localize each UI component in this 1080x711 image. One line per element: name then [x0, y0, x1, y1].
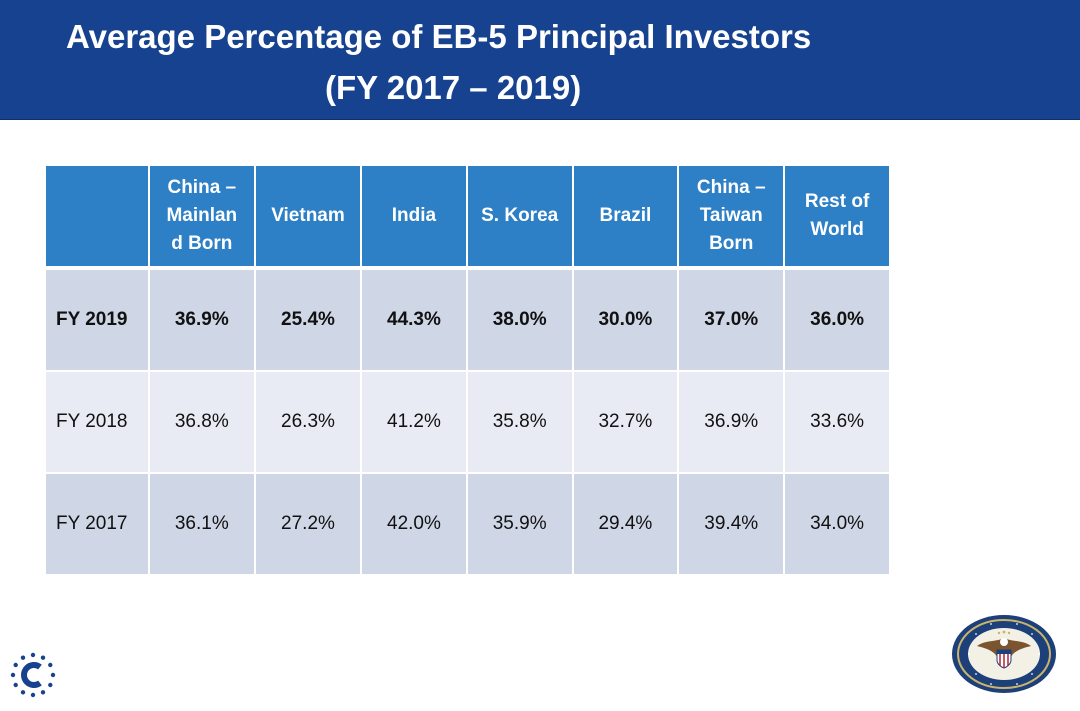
cell-value: 33.6%: [785, 370, 889, 472]
row-label: FY 2019: [46, 270, 150, 370]
cell-value: 26.3%: [255, 370, 363, 472]
table-header-row: China – Mainlan d Born Vietnam India S. …: [46, 166, 889, 270]
cell-value: 37.0%: [679, 270, 786, 370]
cell-value: 36.1%: [149, 472, 256, 574]
header-china-taiwan-line1: China –: [696, 177, 766, 198]
header-s-korea: S. Korea: [467, 166, 574, 270]
cell-value: 34.0%: [785, 472, 889, 574]
header-brazil: Brazil: [573, 166, 680, 270]
table-row: FY 2019 36.9% 25.4% 44.3% 38.0% 30.0% 37…: [46, 270, 889, 370]
header-china-taiwan-line2: Taiwan: [699, 205, 763, 226]
header-china-mainland-line3: d Born: [171, 233, 233, 254]
header-rest-of-world-line1: Rest of: [804, 191, 870, 212]
row-label: FY 2017: [46, 472, 150, 574]
cell-value: 32.7%: [573, 370, 680, 472]
header-vietnam: Vietnam: [255, 166, 363, 270]
cell-value: 38.0%: [467, 270, 574, 370]
department-of-state-seal-icon: [951, 614, 1057, 694]
cell-value: 36.0%: [785, 270, 889, 370]
header-rest-of-world: Rest of World: [785, 166, 889, 270]
table-row: FY 2017 36.1% 27.2% 42.0% 35.9% 29.4% 39…: [46, 472, 889, 574]
header-china-taiwan: China – Taiwan Born: [679, 166, 786, 270]
table-row: FY 2018 36.8% 26.3% 41.2% 35.8% 32.7% 36…: [46, 370, 889, 472]
header-china-mainland-line1: China –: [167, 177, 237, 198]
cell-value: 42.0%: [362, 472, 468, 574]
header-cell-empty: [46, 166, 150, 270]
cell-value: 29.4%: [573, 472, 680, 574]
row-label: FY 2018: [46, 370, 150, 472]
cell-value: 35.8%: [467, 370, 574, 472]
title-bar: Average Percentage of EB-5 Principal Inv…: [0, 0, 1080, 120]
header-china-mainland: China – Mainlan d Born: [149, 166, 256, 270]
cell-value: 25.4%: [255, 270, 363, 370]
cell-value: 30.0%: [573, 270, 680, 370]
page-subtitle: (FY 2017 – 2019): [325, 69, 582, 106]
cell-value: 41.2%: [362, 370, 468, 472]
cell-value: 36.8%: [149, 370, 256, 472]
cell-value: 36.9%: [679, 370, 786, 472]
cell-value: 27.2%: [255, 472, 363, 574]
page-title: Average Percentage of EB-5 Principal Inv…: [66, 18, 812, 55]
c-logo-icon: [10, 652, 56, 698]
cell-value: 44.3%: [362, 270, 468, 370]
header-rest-of-world-line2: World: [810, 219, 864, 240]
investor-percentage-table: China – Mainlan d Born Vietnam India S. …: [46, 166, 889, 574]
header-india: India: [362, 166, 468, 270]
cell-value: 39.4%: [679, 472, 786, 574]
cell-value: 36.9%: [149, 270, 256, 370]
cell-value: 35.9%: [467, 472, 574, 574]
header-china-taiwan-line3: Born: [709, 233, 754, 254]
header-china-mainland-line2: Mainlan: [166, 205, 238, 226]
